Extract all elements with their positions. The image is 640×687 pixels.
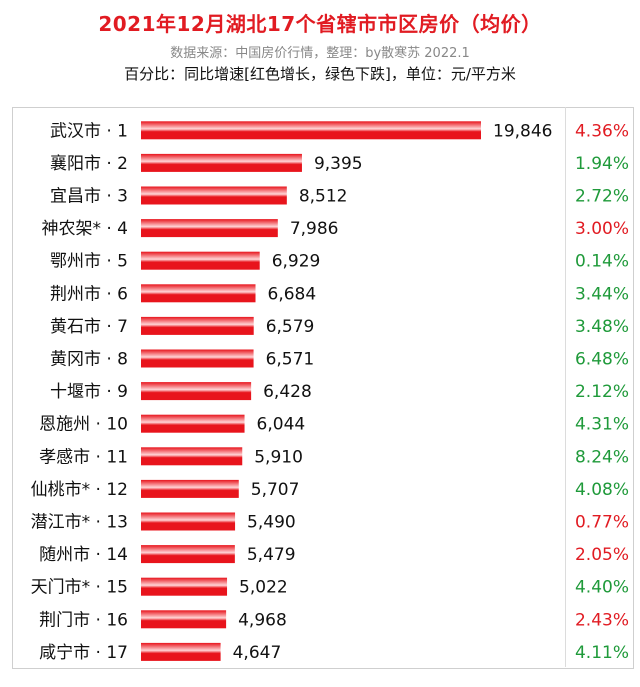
percent-label: 2.12%: [575, 382, 629, 402]
bar: [141, 642, 221, 661]
percent-label: 6.48%: [575, 350, 629, 370]
value-label: 5,910: [254, 447, 303, 467]
bar: [141, 610, 227, 629]
category-label: 天门市* · 15: [31, 578, 128, 598]
category-label: 荆州市 · 6: [50, 284, 128, 304]
chart-title: 2021年12月湖北17个省辖市市区房价（均价）: [98, 12, 542, 36]
value-label: 7,986: [290, 219, 339, 239]
percent-label: 4.08%: [575, 480, 629, 500]
percent-label: 4.31%: [575, 415, 629, 435]
value-label: 5,022: [239, 578, 288, 598]
value-label: 5,479: [247, 545, 296, 565]
category-label: 襄阳市 · 2: [50, 153, 128, 174]
percent-label: 1.94%: [575, 154, 629, 174]
category-label: 武汉市 · 1: [50, 121, 128, 141]
category-label: 随州市 · 14: [39, 545, 128, 565]
percent-label: 2.72%: [575, 187, 629, 207]
percent-label: 4.40%: [575, 578, 629, 598]
bar: [141, 577, 228, 596]
bar-chart: 武汉市 · 1 19,846 4.36% 襄阳市 · 2 9,395 1.94% 宜昌市 ·…: [31, 121, 629, 663]
category-label: 神农架* · 4: [41, 219, 128, 239]
bar: [141, 316, 254, 335]
value-label: 6,571: [266, 350, 315, 370]
value-label: 6,684: [268, 284, 317, 304]
percent-label: 3.00%: [575, 219, 629, 239]
bar: [141, 186, 287, 205]
category-label: 咸宁市 · 17: [39, 643, 128, 663]
value-label: 4,968: [238, 610, 287, 630]
bar: [141, 121, 481, 140]
value-label: 6,044: [257, 415, 306, 435]
percent-label: 3.48%: [575, 317, 629, 337]
percent-label: 4.11%: [575, 643, 629, 663]
category-label: 十堰市 · 9: [50, 382, 128, 402]
percent-label: 3.44%: [575, 284, 629, 304]
category-label: 孝感市 · 11: [39, 447, 128, 467]
category-label: 恩施州 · 10: [39, 415, 128, 435]
bar: [141, 382, 252, 401]
value-label: 9,395: [314, 154, 363, 174]
percent-label: 2.05%: [575, 545, 629, 565]
value-label: 19,846: [493, 121, 552, 141]
bar: [141, 284, 256, 303]
percent-column-divider: [565, 107, 566, 667]
value-label: 6,428: [263, 382, 312, 402]
chart-panel: 武汉市 · 1 19,846 4.36% 襄阳市 · 2 9,395 1.94% 宜昌市 ·…: [12, 107, 634, 669]
category-label: 荆门市 · 16: [39, 610, 128, 630]
value-label: 4,647: [233, 643, 282, 663]
category-label: 潜江市* · 13: [31, 513, 128, 533]
category-label: 鄂州市 · 5: [50, 252, 128, 272]
category-label: 宜昌市 · 3: [50, 187, 128, 207]
bar: [141, 447, 243, 466]
value-label: 6,579: [266, 317, 315, 337]
bar: [141, 545, 235, 564]
category-label: 黄冈市 · 8: [50, 350, 128, 370]
percent-label: 4.36%: [575, 121, 629, 141]
percent-label: 0.77%: [575, 513, 629, 533]
value-label: 5,490: [247, 513, 296, 533]
category-label: 仙桃市* · 12: [31, 480, 128, 500]
value-label: 8,512: [299, 187, 348, 207]
category-label: 黄石市 · 7: [50, 317, 128, 337]
data-source: 数据来源：中国房价行情，整理：by散寒苏 2022.1: [170, 46, 470, 61]
percent-label: 2.43%: [575, 610, 629, 630]
percent-label: 8.24%: [575, 447, 629, 467]
chart-note: 百分比：同比增速[红色增长，绿色下跌]，单位：元/平方米: [124, 65, 516, 83]
value-label: 5,707: [251, 480, 300, 500]
bar: [141, 349, 254, 368]
bar: [141, 251, 260, 270]
bar: [141, 153, 302, 172]
bar: [141, 414, 245, 433]
bar: [141, 512, 236, 531]
bar: [141, 479, 239, 498]
percent-label: 0.14%: [575, 252, 629, 272]
bar: [141, 219, 278, 238]
value-label: 6,929: [272, 252, 321, 272]
